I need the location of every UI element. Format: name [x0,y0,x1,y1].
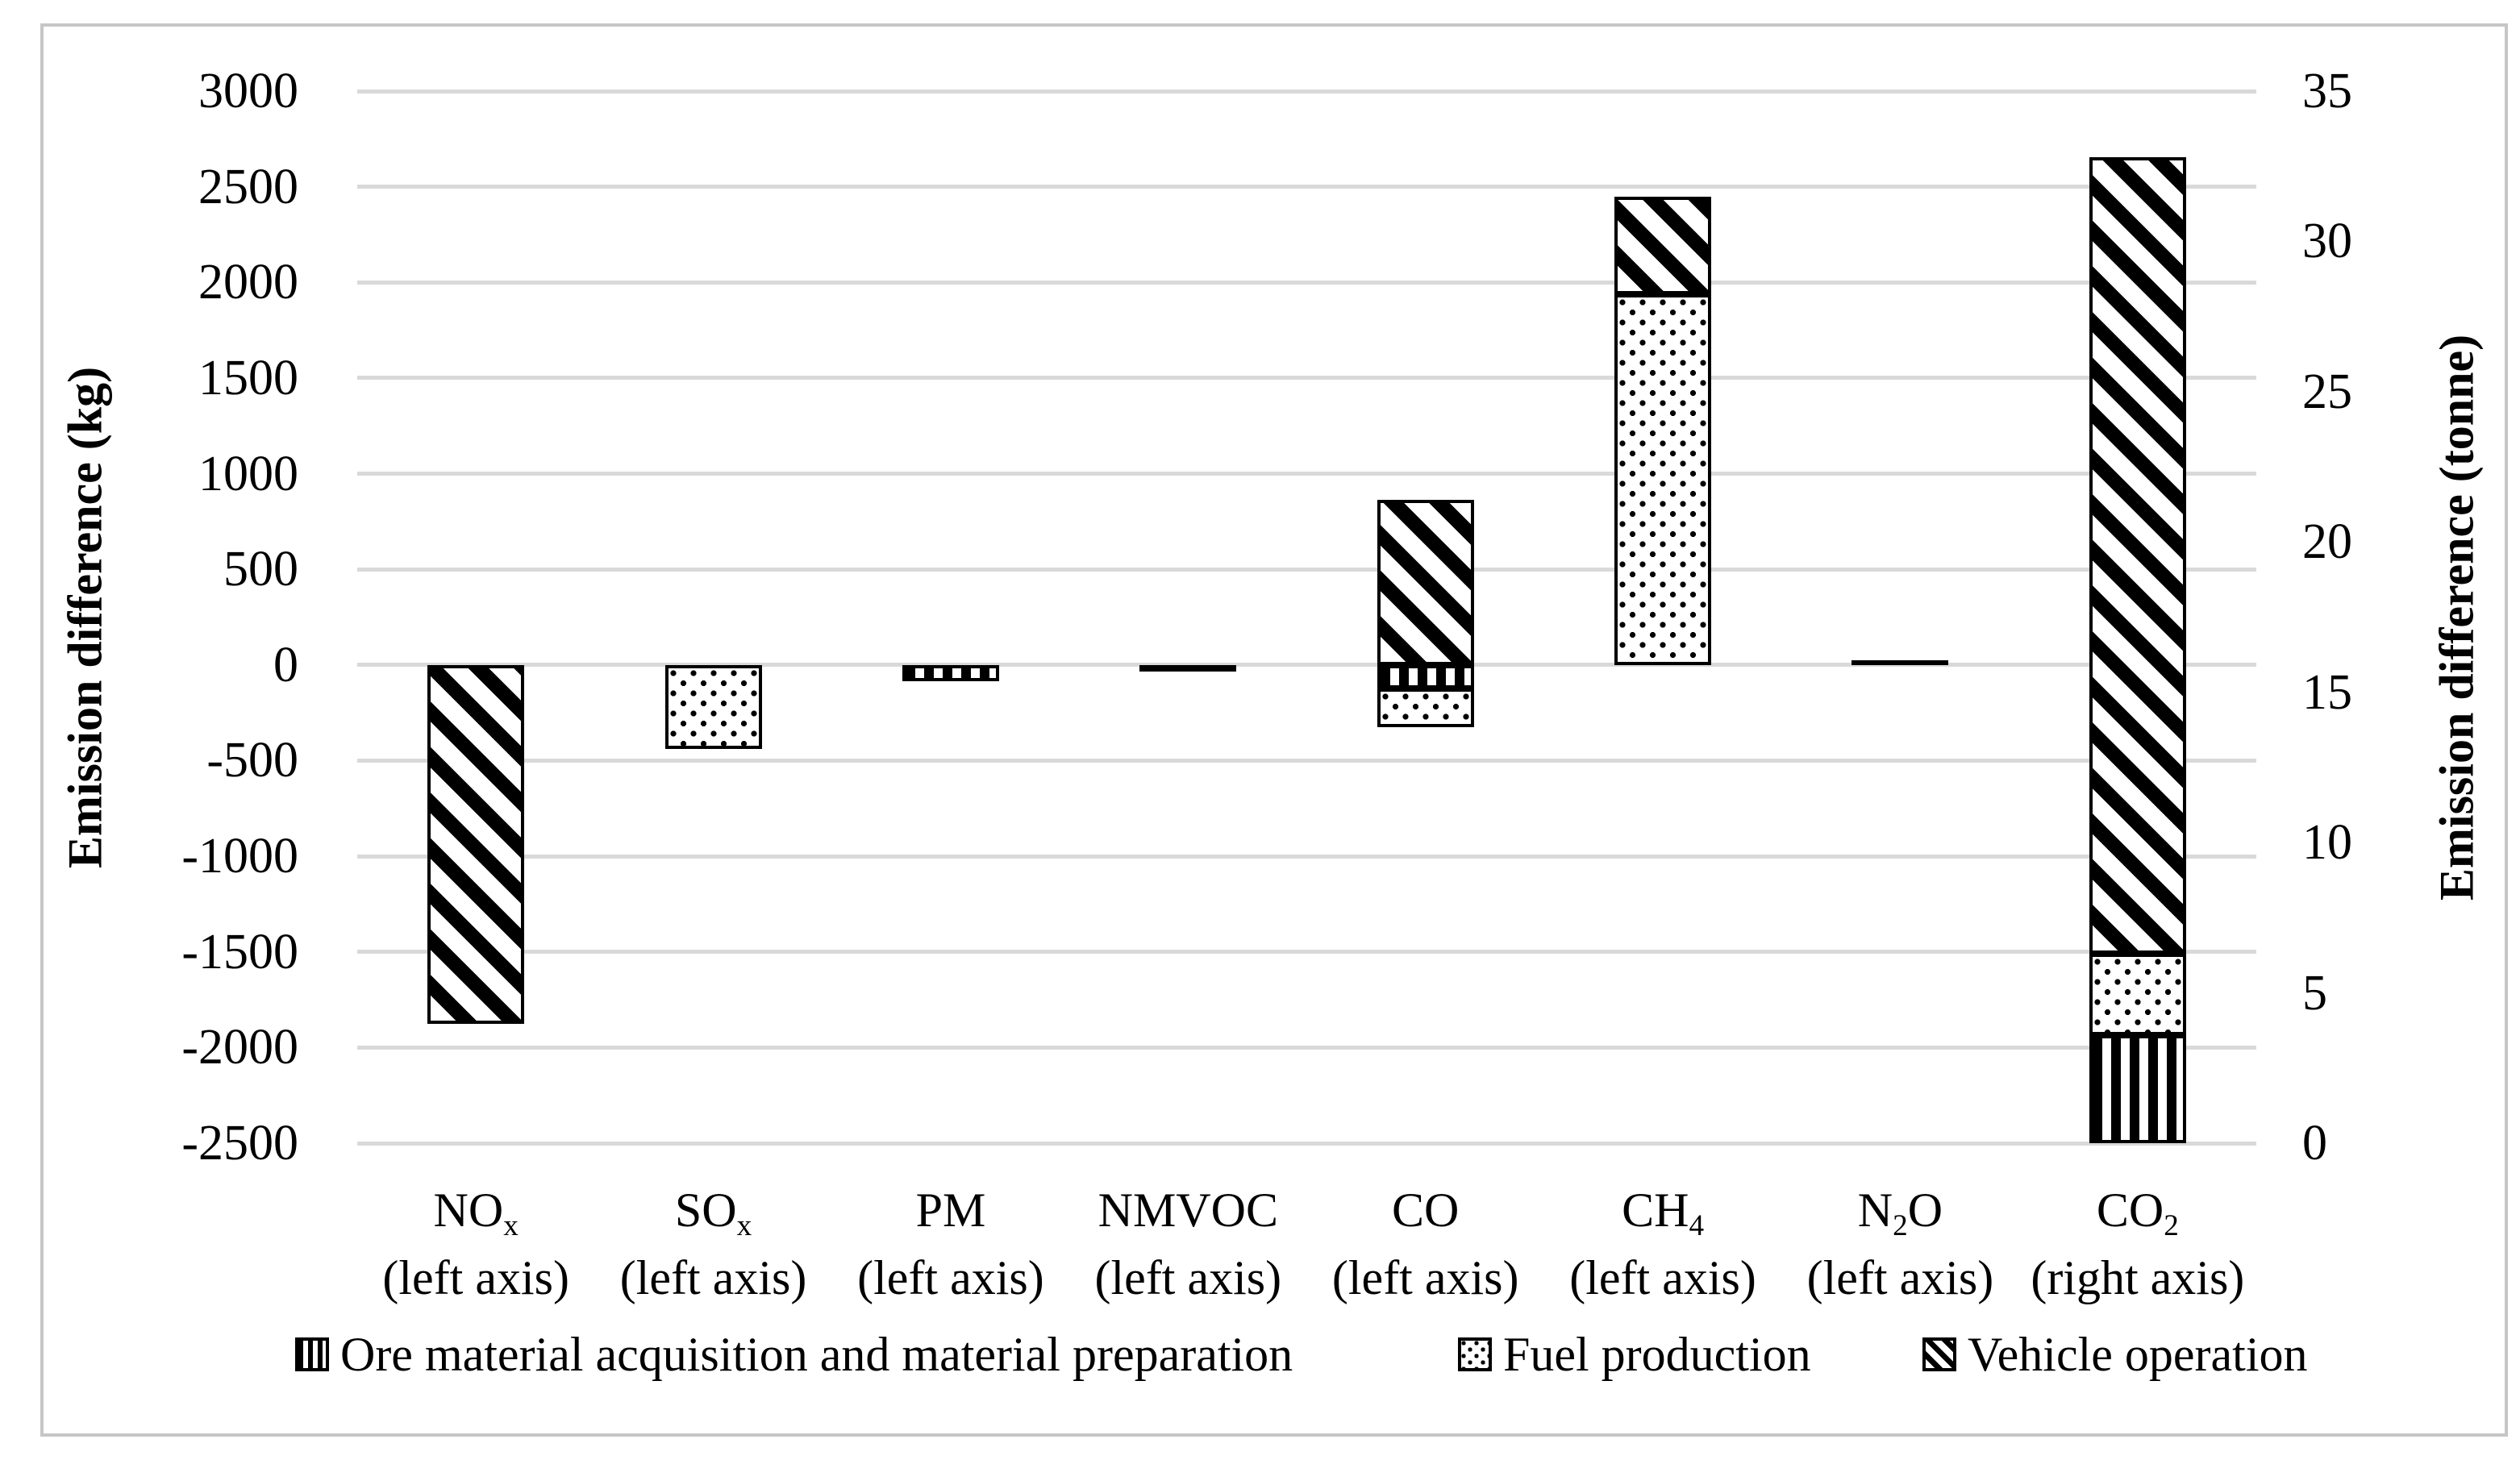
category-label-CH4: CH4 [1622,1183,1705,1243]
category-axis-note-SOx: (left axis) [619,1251,807,1304]
left-axis-title: Emission difference (kg) [58,366,111,868]
right-axis-tick: 10 [2302,815,2352,871]
bar-zero-cap-N2O [1851,659,1949,665]
legend-item-vertical-stripes: Ore material acquisition and material pr… [295,1329,1293,1380]
bar-segment-CO2-vertical-stripes [2089,1034,2186,1143]
gridline [357,567,2256,572]
gridline [357,663,2256,668]
category-label-SOx: SOx [674,1183,752,1243]
category-label-NMVOC: NMVOC [1098,1183,1278,1237]
left-axis-tick: -2500 [181,1116,298,1171]
gridline [357,376,2256,381]
category-label-CO2: CO2 [2096,1183,2179,1243]
figure-border [40,23,2508,1437]
right-axis-title: Emission difference (tonne) [2430,334,2483,901]
gridline [357,280,2256,285]
left-axis-tick: -2000 [181,1020,298,1075]
bar-segment-NOx-diagonal-stripes [427,664,525,1024]
bar-segment-CO-dots [1377,688,1474,727]
left-axis-tick: 1500 [198,350,298,406]
bar-segment-CH4-dots [1614,293,1712,665]
category-axis-note-PM: (left axis) [857,1251,1044,1304]
gridline [357,472,2256,476]
left-axis-tick: -1000 [181,829,298,884]
right-axis-tick: 35 [2302,64,2352,119]
right-axis-tick: 30 [2302,214,2352,269]
right-axis-tick: 25 [2302,364,2352,419]
bar-segment-SOx-dots [664,664,762,750]
right-axis-tick: 15 [2302,664,2352,720]
bar-segment-CO-vertical-stripes [1377,664,1474,689]
legend-label: Vehicle operation [1968,1328,2308,1381]
bar-segment-CH4-diagonal-stripes [1614,196,1712,294]
gridline [357,185,2256,189]
right-axis-tick: 5 [2302,965,2327,1021]
legend-item-diagonal-stripes: Vehicle operation [1922,1329,2308,1380]
bar-segment-PM-vertical-stripes [902,664,999,681]
left-axis-tick: 2500 [198,159,298,214]
category-axis-note-N2O: (left axis) [1806,1251,1994,1304]
category-axis-note-CO2: (right axis) [2031,1251,2245,1304]
gridline [357,758,2256,763]
category-label-NOx: NOx [433,1183,519,1243]
category-label-N2O: N2O [1857,1183,1943,1243]
left-axis-tick: -1500 [181,924,298,980]
gridline [357,1045,2256,1050]
legend-swatch-vertical-stripes-icon [295,1337,329,1371]
left-axis-tick: 500 [223,542,298,597]
category-label-CO: CO [1392,1183,1460,1237]
right-axis-tick: 20 [2302,514,2352,570]
category-axis-note-CH4: (left axis) [1569,1251,1756,1304]
bar-segment-CO2-dots [2089,954,2186,1035]
category-label-PM: PM [915,1183,986,1237]
bar-segment-NMVOC-diagonal-stripes [1139,664,1237,672]
category-axis-note-NMVOC: (left axis) [1094,1251,1282,1304]
left-axis-tick: 2000 [198,255,298,310]
left-axis-tick: 3000 [198,64,298,119]
right-axis-tick: 0 [2302,1116,2327,1171]
gridline [357,89,2256,94]
bar-segment-CO2-diagonal-stripes [2089,157,2186,955]
gridline [357,950,2256,955]
legend-item-dots: Fuel production [1458,1329,1811,1380]
gridline [357,854,2256,859]
left-axis-tick: -500 [206,733,298,788]
legend-label: Fuel production [1503,1328,1811,1381]
legend-swatch-diagonal-stripes-icon [1922,1337,1956,1371]
category-axis-note-NOx: (left axis) [382,1251,569,1304]
legend-swatch-dots-icon [1458,1337,1492,1371]
bar-segment-CO-diagonal-stripes [1377,499,1474,665]
left-axis-tick: 1000 [198,446,298,501]
gridline [357,1141,2256,1146]
left-axis-tick: 0 [273,637,298,693]
legend-label: Ore material acquisition and material pr… [340,1328,1293,1381]
category-axis-note-CO: (left axis) [1331,1251,1519,1304]
